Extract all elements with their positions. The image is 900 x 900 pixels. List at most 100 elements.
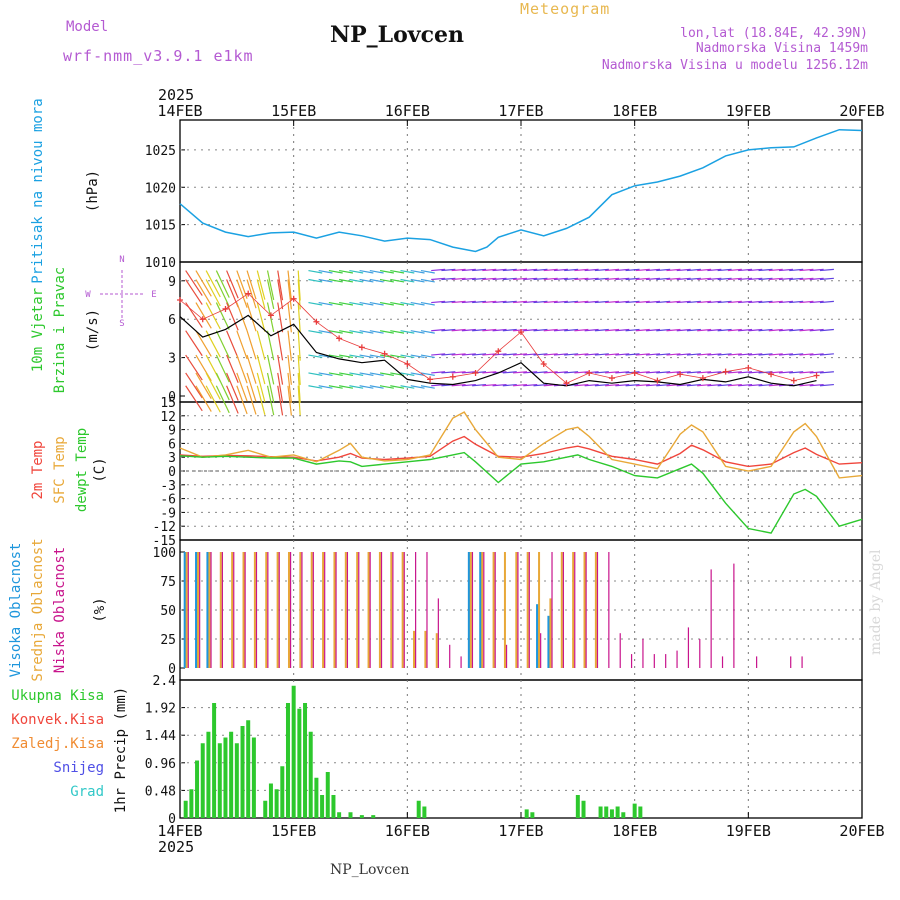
wind-barb xyxy=(809,328,824,332)
wind-barb xyxy=(512,300,528,304)
wind-barb xyxy=(707,383,722,387)
wind-barb xyxy=(809,353,824,356)
wind-barb xyxy=(390,385,405,389)
wind-barb xyxy=(799,300,814,304)
wind-barb xyxy=(441,277,456,281)
wind-barb xyxy=(502,268,517,272)
cloud-bar xyxy=(515,552,518,668)
precip-legend-item: Grad xyxy=(70,784,104,800)
wind-barb xyxy=(758,268,773,272)
wind-barb xyxy=(256,385,266,415)
precip-bar xyxy=(189,789,194,818)
cloud-bar xyxy=(540,633,542,668)
wind-barb xyxy=(697,328,712,332)
wind-barb xyxy=(656,371,671,374)
wind-barb xyxy=(727,371,742,374)
wind-barb xyxy=(461,371,476,374)
wind-barb xyxy=(819,371,834,374)
wind-speed-line xyxy=(179,314,817,387)
wind-barb xyxy=(717,353,732,356)
wind-barb xyxy=(205,372,221,400)
wind-barb xyxy=(676,328,691,332)
x-tick-label-bottom: 19FEB xyxy=(726,822,771,840)
wind-barb xyxy=(226,385,239,414)
wind-barb xyxy=(410,330,425,334)
cloud-bar xyxy=(358,552,360,668)
temp-ylabel-dew: dewpt Temp xyxy=(74,428,90,512)
cloud-bar xyxy=(471,552,474,668)
wind-barb xyxy=(266,354,275,385)
wind-barb xyxy=(297,385,301,416)
wind-barb xyxy=(625,383,640,387)
wind-barb xyxy=(461,300,476,304)
wind-barb xyxy=(266,385,275,416)
wind-barb xyxy=(492,383,507,387)
wind-barb xyxy=(205,385,221,413)
precip-bar xyxy=(320,795,325,818)
cloud-bar xyxy=(733,563,735,668)
wind-barb xyxy=(431,277,446,281)
wind-barb xyxy=(359,385,374,389)
wind-barb xyxy=(809,268,824,272)
precip-bar xyxy=(217,743,222,818)
wind-barb xyxy=(605,371,620,374)
wind-barb xyxy=(266,372,275,403)
y-tick-label-wind: 9 xyxy=(168,275,176,290)
y-tick-label-cloud: 0 xyxy=(168,662,176,677)
cloud-bar xyxy=(367,552,370,668)
wind-barb xyxy=(789,371,804,374)
cloud-bar xyxy=(287,552,290,668)
wind-barb xyxy=(584,353,599,356)
wind-barb xyxy=(625,277,640,281)
cloud-ylabel-low: Niska Oblacnost xyxy=(52,547,68,673)
wind-barb xyxy=(574,371,589,374)
x-tick-label-top: 14FEB xyxy=(157,102,202,120)
cloud-bar xyxy=(687,627,690,668)
cloud-bar xyxy=(276,552,279,668)
wind-barb xyxy=(584,277,599,281)
wind-barb xyxy=(390,354,405,359)
precip-bar xyxy=(598,806,603,818)
wind-barb xyxy=(748,300,763,304)
wind-barb xyxy=(553,300,568,304)
wind-barb xyxy=(819,268,834,272)
wind-barb xyxy=(594,371,609,374)
wind-barb xyxy=(676,371,691,374)
wind-barb xyxy=(789,300,804,304)
cloud-bar xyxy=(424,630,427,668)
wind-barb xyxy=(359,354,374,359)
wind-barb xyxy=(472,328,487,332)
wind-barb xyxy=(645,353,661,356)
wind-barb xyxy=(379,385,394,389)
wind-barb xyxy=(410,354,425,359)
wind-barb xyxy=(277,330,284,361)
wind-barb xyxy=(226,372,239,401)
wind-barb xyxy=(564,300,579,304)
model-label: Model xyxy=(66,19,109,35)
wind-barb xyxy=(451,268,466,272)
wind-barb xyxy=(574,277,589,281)
precip-bar xyxy=(240,726,245,818)
wind-barb xyxy=(727,300,742,304)
wind-barb xyxy=(697,268,712,272)
wind-barb xyxy=(686,300,701,304)
wind-barb xyxy=(543,300,558,304)
wind-barb xyxy=(492,268,507,272)
cloud-bar xyxy=(583,552,586,668)
wind-barb xyxy=(441,371,456,374)
wind-barb xyxy=(185,372,203,399)
cloud-bar xyxy=(378,552,381,668)
wind-barb xyxy=(410,269,425,274)
wind-barb xyxy=(472,383,487,387)
wind-barb xyxy=(789,277,804,281)
year-label-top: 2025 xyxy=(158,86,194,104)
wind-barb xyxy=(512,328,528,332)
wind-barb xyxy=(215,385,230,414)
wind-barb xyxy=(400,330,415,334)
wind-barb xyxy=(308,385,323,389)
wind-barb xyxy=(318,354,333,359)
wind-barb xyxy=(461,268,476,272)
precip-legend-item: Ukupna Kisa xyxy=(11,688,104,704)
cloud-bar xyxy=(594,552,597,668)
wind-barb xyxy=(512,383,528,387)
